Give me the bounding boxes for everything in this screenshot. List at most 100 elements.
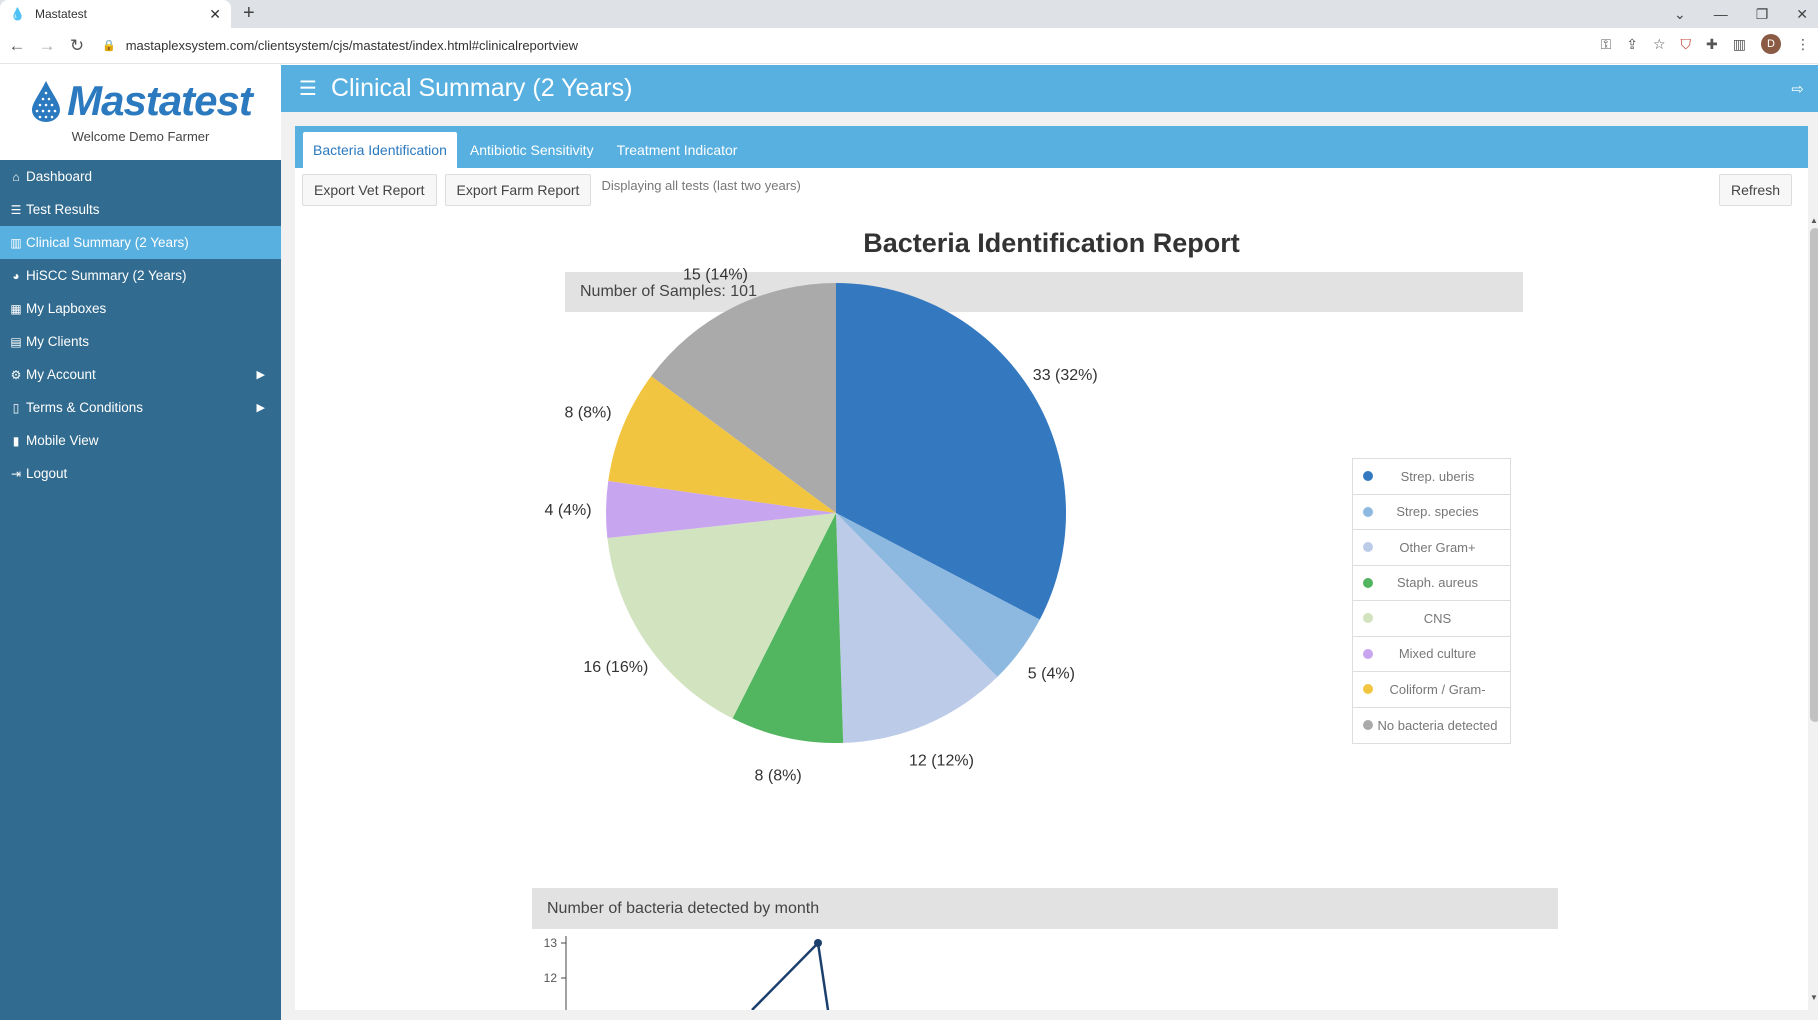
pie-slice-cns[interactable] (607, 513, 836, 719)
logout-icon: ⇥ (10, 466, 22, 481)
main-content: Bacteria Identification Antibiotic Sensi… (281, 112, 1818, 1020)
side-panel-icon[interactable]: ▥ (1732, 35, 1746, 52)
scroll-up-icon[interactable]: ▲ (1810, 216, 1818, 225)
tab-treatment-indicator[interactable]: Treatment Indicator (616, 142, 738, 158)
sidebar-item-terms-conditions[interactable]: ▯ Terms & Conditions ▶ (0, 391, 281, 424)
profile-avatar[interactable]: D (1761, 34, 1781, 54)
monthly-peak-point[interactable] (814, 939, 822, 947)
sidebar-item-dashboard[interactable]: ⌂ Dashboard (0, 160, 281, 193)
pie-data-label: 15 (14%) (683, 267, 748, 284)
pie-slice-strep-species[interactable] (836, 513, 1040, 677)
key-icon[interactable]: ⚿ (1600, 35, 1612, 52)
pie-data-label: 8 (8%) (755, 768, 802, 785)
back-icon[interactable]: ← (8, 35, 26, 55)
tab-antibiotic-sensitivity[interactable]: Antibiotic Sensitivity (469, 142, 594, 158)
pie-slice-staph-aureus[interactable] (732, 513, 844, 743)
sidebar-item-label: Dashboard (26, 169, 93, 184)
legend-color-dot (1363, 684, 1373, 695)
legend-color-dot (1363, 648, 1373, 659)
legend-item[interactable]: CNS (1353, 601, 1510, 637)
tab-bacteria-identification[interactable]: Bacteria Identification (303, 132, 457, 168)
monthly-series-line (751, 940, 830, 1010)
sidebar-item-my-clients[interactable]: ▤ My Clients (0, 325, 281, 358)
close-window-icon[interactable]: ✕ (1796, 5, 1808, 22)
sidebar-item-label: Logout (26, 466, 68, 481)
samples-count-bar: Number of Samples: 101 (565, 272, 1523, 312)
minimize-icon[interactable]: — (1713, 6, 1728, 22)
legend-item[interactable]: No bacteria detected (1353, 708, 1510, 744)
sidebar-item-label: Clinical Summary (2 Years) (26, 235, 189, 250)
sidebar-item-label: HiSCC Summary (2 Years) (26, 268, 187, 283)
sidebar-item-hiscc-summary[interactable]: ◕ HiSCC Summary (2 Years) (0, 259, 281, 292)
legend-color-dot (1363, 506, 1373, 517)
sign-out-icon[interactable]: ⇨ (1791, 80, 1804, 98)
vertical-scrollbar[interactable]: ▲ ▼ (1809, 216, 1818, 1002)
hamburger-menu-icon[interactable]: ☰ (299, 78, 317, 100)
report-title: Bacteria Identification Report (863, 228, 1240, 258)
pie-slice-strep-uberis[interactable] (836, 283, 1066, 620)
close-tab-icon[interactable]: ✕ (209, 5, 221, 22)
legend-item[interactable]: Staph. aureus (1353, 566, 1510, 601)
sidebar-item-label: Test Results (26, 202, 100, 217)
extension-shield-icon[interactable]: ⛉ (1680, 35, 1692, 52)
pie-slice-mixed-culture[interactable] (606, 480, 836, 538)
pie-slice-no-bacteria-detected[interactable] (651, 283, 836, 513)
reload-icon[interactable]: ↻ (69, 35, 85, 55)
forward-icon[interactable]: → (38, 35, 56, 55)
sidebar-item-label: My Clients (26, 334, 90, 349)
browser-tab[interactable]: 💧 Mastatest ✕ (0, 0, 231, 28)
samples-count-text: Number of Samples: 101 (580, 283, 757, 300)
browser-tab-strip: 💧 Mastatest ✕ + ⌄ — ❐ ✕ (0, 0, 1818, 28)
new-tab-icon[interactable]: + (243, 2, 255, 24)
legend-color-dot (1363, 613, 1373, 624)
legend-color-dot (1363, 471, 1373, 482)
report-panel: Bacteria Identification Antibiotic Sensi… (295, 126, 1818, 1010)
legend-item[interactable]: Strep. uberis (1353, 459, 1510, 495)
monthly-chart-title-bar: Number of bacteria detected by month (532, 888, 1558, 929)
browser-toolbar: ← → ↻ 🔒 mastaplexsystem.com/clientsystem… (0, 28, 1818, 64)
sidebar-item-test-results[interactable]: ☰ Test Results (0, 193, 281, 226)
scroll-thumb[interactable] (1810, 228, 1818, 722)
tab-search-icon[interactable]: ⌄ (1673, 5, 1686, 22)
sidebar-item-mobile-view[interactable]: ▮ Mobile View (0, 424, 281, 457)
sidebar-item-clinical-summary[interactable]: ▥ Clinical Summary (2 Years) (0, 226, 281, 259)
sidebar-item-label: Mobile View (26, 433, 99, 448)
export-farm-report-button[interactable]: Export Farm Report (444, 174, 592, 206)
pie-legend: Strep. uberis Strep. species Other Gram+ St… (1352, 458, 1511, 744)
pie-slice-coliform-gram[interactable] (608, 376, 836, 513)
export-vet-report-button[interactable]: Export Vet Report (302, 174, 437, 206)
monthly-chart-title: Number of bacteria detected by month (547, 899, 820, 917)
mastatest-logo[interactable]: Mastatest (0, 77, 281, 125)
report-tabs: Bacteria Identification Antibiotic Sensi… (295, 126, 1808, 168)
pie-slice-other-gram[interactable] (836, 513, 998, 743)
url-text: mastaplexsystem.com/clientsystem/cjs/mas… (125, 38, 578, 53)
scroll-down-icon[interactable]: ▼ (1810, 993, 1818, 1002)
refresh-button[interactable]: Refresh (1718, 174, 1792, 206)
restore-icon[interactable]: ❐ (1755, 5, 1769, 22)
pie-data-label: 16 (16%) (583, 659, 648, 676)
sidebar-item-my-lapboxes[interactable]: ▦ My Lapboxes (0, 292, 281, 325)
sidebar-item-logout[interactable]: ⇥ Logout (0, 457, 281, 490)
page-header: ☰ Clinical Summary (2 Years) ⇨ (281, 65, 1818, 112)
bar-chart-icon: ▥ (10, 235, 22, 250)
legend-item[interactable]: Strep. species (1353, 495, 1510, 530)
sidebar-item-my-account[interactable]: ⚙ My Account ▶ (0, 358, 281, 391)
bookmark-star-icon[interactable]: ☆ (1652, 35, 1666, 52)
legend-item[interactable]: Coliform / Gram- (1353, 672, 1510, 708)
legend-label: Staph. aureus (1397, 575, 1478, 591)
page-title: Clinical Summary (2 Years) (330, 74, 633, 102)
browser-menu-icon[interactable]: ⋮ (1796, 35, 1810, 52)
caret-right-icon: ▶ (256, 402, 265, 414)
legend-item[interactable]: Mixed culture (1353, 637, 1510, 672)
legend-label: Other Gram+ (1399, 539, 1476, 555)
caret-right-icon: ▶ (256, 369, 265, 381)
address-bar[interactable]: 🔒 mastaplexsystem.com/clientsystem/cjs/m… (102, 32, 1542, 60)
document-icon: ▯ (12, 400, 20, 415)
legend-color-dot (1363, 720, 1373, 731)
share-icon[interactable]: ⇪ (1626, 35, 1638, 52)
droplet-logo-icon (32, 81, 61, 122)
legend-label: Strep. uberis (1400, 468, 1475, 484)
monthly-bacteria-line-chart: 13 12 (544, 936, 830, 1010)
extensions-puzzle-icon[interactable]: ✚ (1706, 35, 1718, 52)
legend-item[interactable]: Other Gram+ (1353, 530, 1510, 566)
